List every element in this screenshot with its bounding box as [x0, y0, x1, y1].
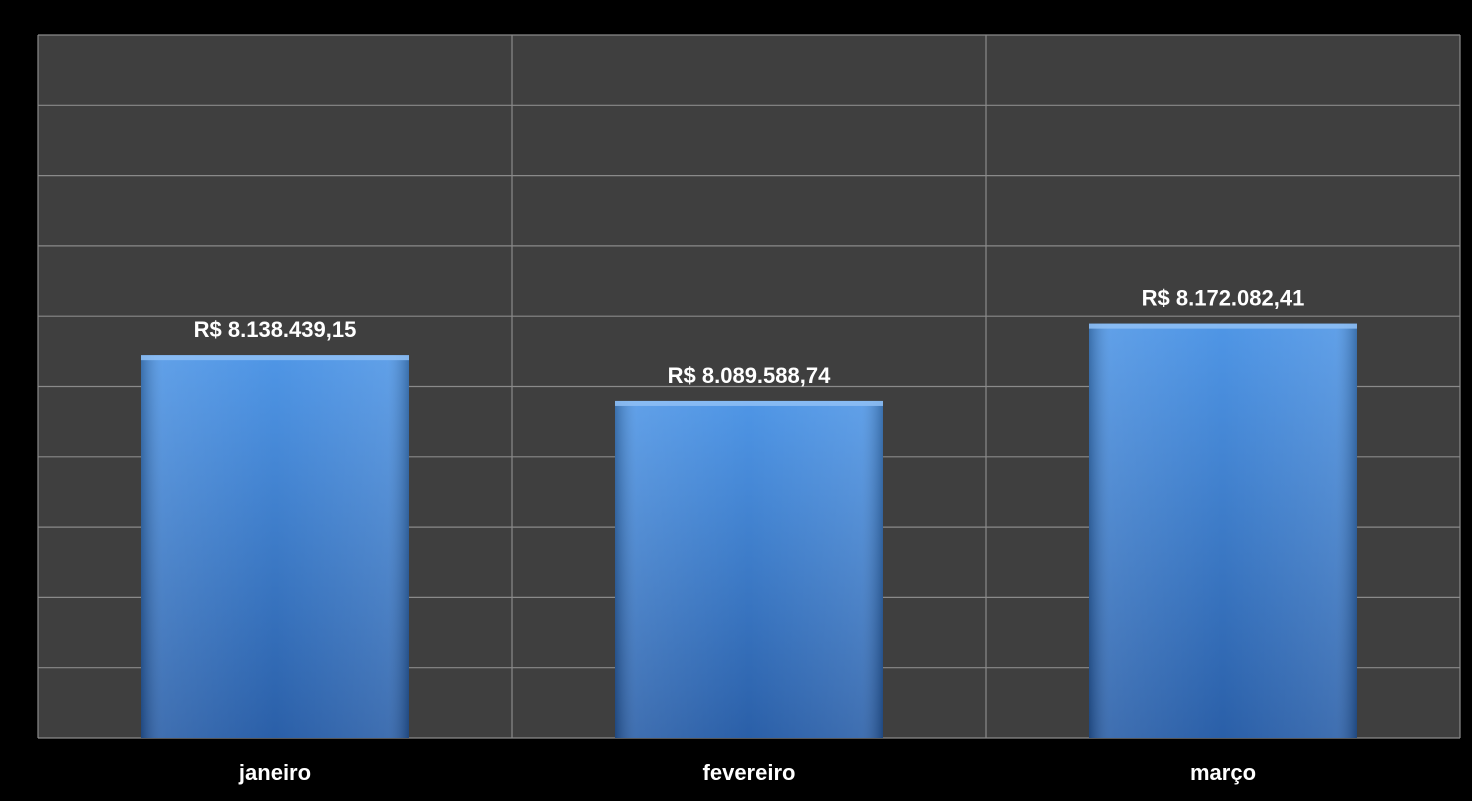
- x-tick-label: janeiro: [238, 760, 311, 785]
- bars: [141, 323, 1357, 738]
- x-axis-tick-labels: janeiro fevereiro março: [238, 760, 1256, 785]
- data-label: R$ 8.172.082,41: [1142, 286, 1305, 311]
- bar-top-highlight: [141, 355, 409, 361]
- x-tick-label: fevereiro: [703, 760, 796, 785]
- bar-top-highlight: [615, 400, 883, 406]
- bar-shading: [1089, 323, 1357, 738]
- data-labels: R$ 8.138.439,15 R$ 8.089.588,74 R$ 8.172.0…: [194, 286, 1305, 388]
- bar-shading: [141, 355, 409, 738]
- data-label: R$ 8.089.588,74: [668, 363, 831, 388]
- bar-top-highlight: [1089, 323, 1357, 329]
- bar-shading: [615, 400, 883, 738]
- x-tick-label: março: [1190, 760, 1256, 785]
- data-label: R$ 8.138.439,15: [194, 317, 357, 342]
